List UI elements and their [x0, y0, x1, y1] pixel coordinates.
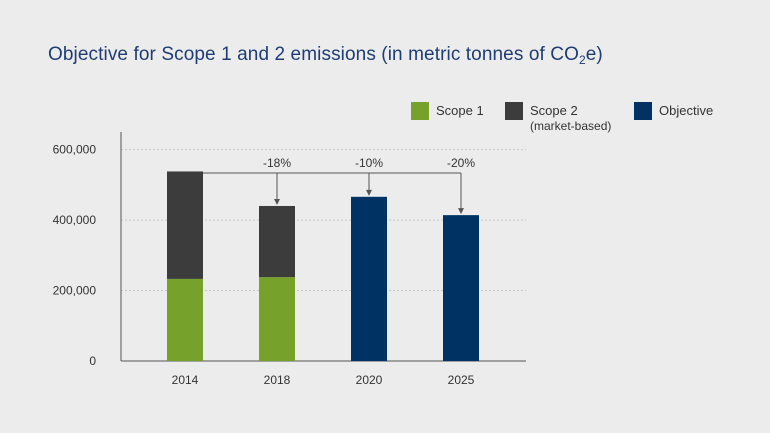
reduction-arrow-head — [458, 208, 464, 215]
y-tick-label: 600,000 — [53, 143, 97, 157]
legend-label-objective: Objective — [659, 103, 714, 118]
chart-title-subscript: 2 — [578, 53, 586, 67]
bar-objective-2025 — [443, 215, 479, 361]
chart-title: Objective for Scope 1 and 2 emissions (i… — [48, 44, 603, 67]
y-tick-label: 200,000 — [53, 284, 97, 298]
legend-swatch-scope2 — [505, 102, 523, 120]
reduction-arrow-head — [366, 189, 372, 196]
x-tick-label: 2025 — [448, 373, 475, 387]
legend-label-scope2-sub: (market-based) — [530, 119, 612, 133]
x-tick-label: 2014 — [172, 373, 199, 387]
reduction-arrow-head — [274, 198, 280, 205]
bar-scope1-2014 — [167, 278, 203, 361]
bar-scope2-2014 — [167, 171, 203, 279]
legend-swatch-objective — [634, 102, 652, 120]
chart-title-main: Objective for Scope 1 and 2 emissions (i… — [48, 44, 579, 65]
bar-objective-2020 — [351, 196, 387, 361]
x-tick-label: 2020 — [356, 373, 383, 387]
chart-title-suffix: e) — [585, 44, 603, 65]
reduction-label: -10% — [355, 156, 383, 170]
y-tick-label: 0 — [89, 354, 96, 368]
legend-label-scope2: Scope 2 — [530, 103, 578, 118]
x-tick-label: 2018 — [264, 373, 291, 387]
reduction-label: -18% — [263, 156, 291, 170]
bar-scope1-2018 — [259, 277, 295, 361]
bar-scope2-2018 — [259, 205, 295, 278]
legend-swatch-scope1 — [411, 102, 429, 120]
reduction-label: -20% — [447, 156, 475, 170]
y-tick-label: 400,000 — [53, 213, 97, 227]
legend-label-scope1: Scope 1 — [436, 103, 484, 118]
